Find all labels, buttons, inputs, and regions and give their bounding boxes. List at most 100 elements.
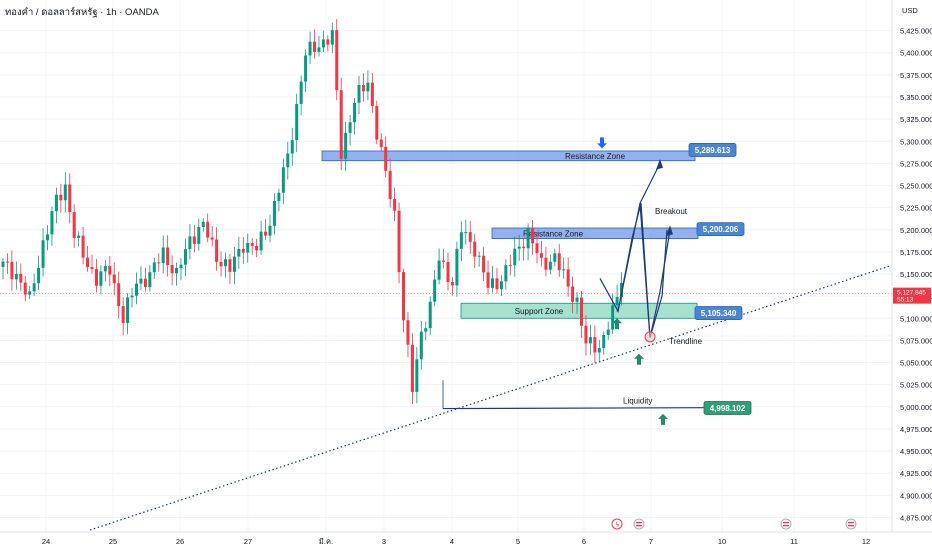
candle-body: [317, 47, 321, 52]
candle-body: [192, 236, 196, 244]
candle-body: [393, 199, 397, 211]
candle-body: [135, 283, 138, 296]
candle-body: [290, 140, 294, 154]
current-price-label: 5,127.845 55:13: [893, 287, 931, 304]
candle-body: [264, 231, 268, 236]
candle-body: [437, 260, 441, 280]
candle-body: [424, 328, 428, 332]
candle-body: [402, 272, 405, 321]
candle-body: [504, 265, 508, 282]
price-tick-label: 5,400.000: [900, 49, 932, 58]
support-zone: [460, 302, 698, 319]
candle-body: [379, 139, 383, 147]
candle-body: [330, 30, 334, 45]
breakout-label: Breakout: [655, 207, 688, 216]
lightning-event-icon[interactable]: [611, 518, 623, 530]
us-flag-event-icon[interactable]: [845, 518, 857, 530]
candle-body: [442, 260, 446, 262]
candle-body: [522, 246, 526, 249]
candle-body: [348, 122, 352, 133]
price-scale-ticks: 4,875.000 4,900.000 4,925.000 4,950.000 4,97…: [900, 27, 932, 523]
price-tick-label: 5,275.000: [900, 159, 932, 168]
candle-body: [108, 266, 112, 275]
time-tick-label: 25: [109, 537, 117, 546]
candle-body: [170, 265, 174, 274]
candle-body: [517, 246, 521, 249]
flag-stripe: [848, 522, 854, 524]
candle-body: [126, 297, 130, 323]
candle-body: [553, 253, 557, 262]
candle-body: [272, 201, 276, 226]
time-tick-label: 26: [176, 537, 184, 546]
flag-stripe: [636, 522, 642, 524]
candle-body: [143, 278, 147, 288]
time-tick-label: 12: [862, 537, 870, 546]
candle-body: [486, 272, 490, 288]
candle-body: [459, 232, 463, 249]
candle-body: [232, 256, 236, 272]
time-scale-background: [0, 532, 932, 550]
candle-body: [175, 268, 179, 274]
price-tick-label: 5,225.000: [900, 204, 932, 213]
candle-body: [353, 102, 357, 123]
liquidity-label: Liquidity: [623, 396, 652, 405]
price-tick-label: 5,300.000: [900, 137, 932, 146]
liquidity-line: [442, 407, 704, 410]
trendline: [89, 264, 893, 531]
candle-body: [299, 81, 303, 104]
candle-body: [339, 90, 343, 159]
candle-body: [224, 259, 227, 267]
current-price-box: [893, 287, 931, 304]
candle-body: [611, 305, 615, 330]
candle-body: [584, 325, 588, 344]
up-arrow-icon: [634, 353, 644, 365]
candle-body: [539, 253, 543, 258]
time-tick-label: 10: [718, 537, 726, 546]
price-tick-label: 5,025.000: [900, 381, 932, 390]
event-markers[interactable]: ϟ: [611, 518, 857, 530]
time-tick-label: 3: [382, 537, 386, 546]
candle-body: [139, 278, 143, 284]
price-tick-label: 4,950.000: [900, 447, 932, 456]
candle-body: [121, 306, 125, 323]
candle-body: [531, 227, 535, 244]
price-tick-label: 5,100.000: [900, 314, 932, 323]
candle-body: [410, 344, 414, 392]
candle-body: [166, 247, 170, 266]
candle-body: [90, 267, 94, 270]
level-badge-value: 5,289.613: [695, 146, 731, 155]
candle-body: [41, 240, 45, 268]
candle-body: [321, 39, 325, 48]
candle-body: [281, 167, 285, 193]
candle-body: [313, 41, 316, 52]
candle-body: [219, 261, 223, 267]
candle-body: [72, 211, 76, 238]
candle-body: [161, 247, 165, 264]
candle-body: [615, 297, 619, 306]
candle-body: [54, 194, 58, 212]
candle-body: [388, 170, 392, 200]
candle-body: [255, 245, 259, 251]
zone-label: Resistance Zone: [523, 229, 584, 238]
us-flag-event-icon[interactable]: [633, 518, 645, 530]
candle-body: [241, 248, 245, 253]
price-tick-label: 5,150.000: [900, 270, 932, 279]
candle-body: [513, 248, 517, 266]
candle-body: [406, 320, 410, 345]
candle-body: [464, 232, 468, 234]
candle-body: [63, 184, 67, 201]
up-arrow-icon: [612, 318, 622, 330]
candle-body: [50, 211, 54, 235]
candle-body: [103, 266, 107, 272]
candle-body: [77, 235, 81, 238]
candle-body: [197, 226, 201, 244]
candle-body: [46, 234, 49, 241]
candle-body: [152, 262, 156, 273]
projection-arrowhead: [666, 225, 673, 236]
us-flag-event-icon[interactable]: [780, 518, 792, 530]
candle-body: [580, 297, 583, 326]
candle-body: [5, 261, 9, 263]
candle-body: [68, 184, 72, 212]
candle-body: [562, 269, 566, 271]
